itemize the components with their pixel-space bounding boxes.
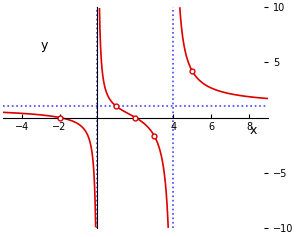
Text: y: y: [41, 39, 48, 52]
Text: x: x: [249, 124, 257, 137]
